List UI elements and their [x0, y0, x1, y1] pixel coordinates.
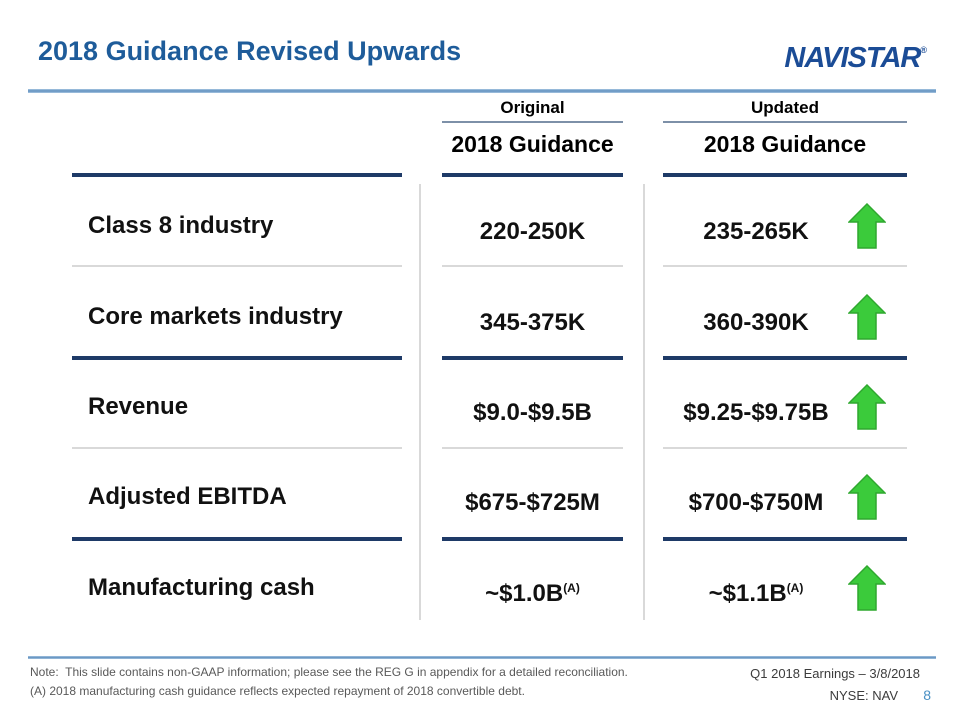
original-value: 220-250K	[479, 218, 586, 245]
column-divider	[643, 184, 645, 620]
row-label: Manufacturing cash	[88, 574, 315, 601]
footnote-cash-guidance: (A) 2018 manufacturing cash guidance ref…	[30, 684, 525, 698]
row-label: Adjusted EBITDA	[88, 483, 287, 510]
up-arrow-icon	[848, 565, 886, 611]
row-divider	[72, 356, 402, 360]
updated-header-label: Updated	[751, 98, 819, 117]
row-divider	[442, 173, 623, 177]
ticker-caption: NYSE: NAV	[829, 688, 898, 703]
row-label: Revenue	[88, 393, 189, 420]
original-header-sublabel: 2018 Guidance	[451, 131, 614, 157]
header-underline	[663, 121, 907, 123]
page-number: 8	[923, 687, 931, 703]
row-divider	[442, 265, 623, 267]
logo-text: NAVISTAR	[784, 42, 921, 74]
row-divider	[72, 537, 402, 541]
title-divider	[28, 89, 936, 93]
page-title: 2018 Guidance Revised Upwards	[38, 36, 462, 66]
updated-value: $700-$750M	[688, 489, 824, 516]
footer-divider	[28, 656, 936, 659]
updated-value: $9.25-$9.75B	[683, 399, 829, 426]
row-label: Core markets industry	[88, 303, 343, 330]
row-divider	[442, 447, 623, 449]
row-divider	[72, 265, 402, 267]
row-divider	[663, 173, 907, 177]
column-divider	[419, 184, 421, 620]
row-divider	[72, 173, 402, 177]
updated-value: 235-265K	[703, 218, 809, 245]
row-divider	[663, 356, 907, 360]
original-value: $9.0-$9.5B	[473, 399, 592, 426]
up-arrow-icon	[848, 384, 886, 430]
up-arrow-icon	[848, 294, 886, 340]
navistar-logo: NAVISTAR®	[784, 42, 927, 75]
updated-value: 360-390K	[703, 309, 809, 336]
registered-mark: ®	[920, 45, 927, 55]
row-divider	[663, 265, 907, 267]
table-header-updated: Updated 2018 Guidance	[663, 97, 907, 159]
earnings-caption: Q1 2018 Earnings – 3/8/2018	[750, 666, 920, 681]
original-header-label: Original	[500, 98, 565, 117]
row-divider	[663, 447, 907, 449]
row-divider	[72, 447, 402, 449]
updated-header-sublabel: 2018 Guidance	[703, 131, 867, 157]
original-value: $675-$725M	[465, 489, 600, 516]
row-label: Class 8 industry	[88, 212, 274, 239]
table-header-original: Original 2018 Guidance	[442, 97, 623, 159]
original-value: 345-375K	[479, 309, 586, 336]
row-divider	[442, 537, 623, 541]
up-arrow-icon	[848, 474, 886, 520]
row-divider	[442, 356, 623, 360]
original-value: ~$1.0B(A)	[485, 580, 580, 607]
updated-value: ~$1.1B(A)	[708, 580, 804, 607]
up-arrow-icon	[848, 203, 886, 249]
header-underline	[442, 121, 623, 123]
row-divider	[663, 537, 907, 541]
footnote-nongaap: Note: This slide contains non-GAAP infor…	[30, 665, 628, 679]
